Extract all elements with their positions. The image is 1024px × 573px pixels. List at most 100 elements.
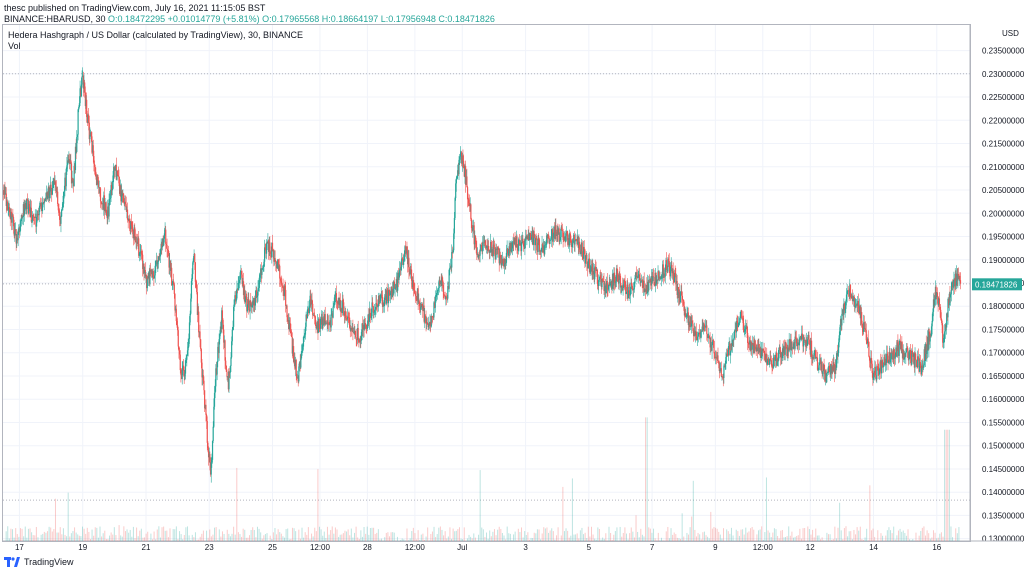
volume-bar bbox=[653, 528, 655, 541]
candle-body bbox=[130, 221, 133, 226]
y-tick-label: 0.14500000 bbox=[982, 465, 1024, 474]
volume-bar bbox=[576, 533, 578, 541]
candle-body bbox=[57, 191, 59, 205]
symbol-label: BINANCE:HBARUSD, 30 bbox=[4, 14, 106, 24]
candle-body bbox=[142, 263, 144, 270]
candle-body bbox=[66, 165, 68, 169]
volume-bar bbox=[519, 532, 521, 541]
candle-body bbox=[350, 327, 352, 331]
candle-body bbox=[514, 238, 516, 242]
volume-bar bbox=[45, 532, 47, 541]
candle-body bbox=[532, 231, 535, 245]
volume-bar bbox=[802, 528, 804, 541]
candle-body bbox=[789, 339, 792, 350]
volume-bar bbox=[503, 535, 505, 541]
candle-body bbox=[175, 308, 177, 311]
volume-bar bbox=[50, 527, 52, 541]
candle-body bbox=[26, 198, 28, 201]
candle-body bbox=[407, 250, 409, 265]
candle-body bbox=[808, 335, 810, 345]
candle-body bbox=[274, 258, 276, 262]
candle-body bbox=[827, 368, 829, 373]
candle-body bbox=[580, 242, 583, 252]
volume-bar bbox=[229, 536, 231, 541]
candle-body bbox=[696, 336, 699, 341]
volume-bar bbox=[528, 539, 530, 541]
volume-bar bbox=[567, 530, 569, 541]
volume-bar bbox=[681, 513, 683, 541]
x-tick-label: Jul bbox=[457, 543, 467, 552]
volume-bar bbox=[123, 526, 125, 541]
candle-body bbox=[327, 323, 330, 325]
candle-body bbox=[679, 294, 682, 303]
candle-body bbox=[166, 245, 168, 250]
candle-body bbox=[229, 371, 231, 373]
volume-bar bbox=[613, 534, 615, 541]
candle-body bbox=[606, 280, 608, 290]
volume-bar bbox=[422, 533, 424, 541]
candle-body bbox=[401, 258, 403, 260]
volume-bar bbox=[396, 536, 398, 541]
volume-bar bbox=[890, 530, 892, 541]
candle-body bbox=[283, 291, 285, 296]
candle-body bbox=[775, 352, 777, 361]
candle-body bbox=[264, 247, 266, 250]
volume-bar bbox=[917, 540, 919, 541]
candle-body bbox=[882, 365, 885, 368]
candle-body bbox=[154, 265, 156, 276]
candle-body bbox=[919, 361, 921, 367]
volume-bar bbox=[201, 533, 203, 541]
candle-body bbox=[392, 288, 394, 294]
candle-body bbox=[172, 281, 174, 284]
candle-body bbox=[192, 258, 195, 263]
candle-body bbox=[697, 334, 699, 337]
volume-bar bbox=[877, 530, 879, 541]
candle-body bbox=[644, 289, 646, 293]
candle-body bbox=[492, 249, 494, 257]
candle-body bbox=[520, 243, 522, 252]
candle-body bbox=[905, 348, 908, 353]
tradingview-footer[interactable]: TradingView bbox=[4, 557, 74, 567]
volume-bar bbox=[772, 532, 774, 541]
candle-body bbox=[589, 268, 591, 273]
candle-body bbox=[96, 175, 98, 186]
volume-bar bbox=[226, 529, 228, 541]
candle-body bbox=[94, 166, 96, 172]
candle-body bbox=[385, 290, 388, 304]
candle-body bbox=[502, 258, 504, 264]
candle-body bbox=[105, 209, 108, 216]
volume-bar bbox=[594, 538, 596, 541]
candle-body bbox=[662, 264, 664, 278]
candle-body bbox=[844, 308, 846, 311]
candle-body bbox=[899, 340, 901, 345]
candle-body bbox=[861, 323, 863, 328]
y-tick-label: 0.20500000 bbox=[982, 186, 1024, 195]
volume-bar bbox=[435, 536, 437, 541]
candle-body bbox=[424, 315, 426, 322]
candle-body bbox=[746, 325, 748, 333]
candle-body bbox=[370, 316, 372, 319]
candle-body bbox=[149, 269, 152, 272]
volume-bar bbox=[175, 526, 177, 541]
volume-bar bbox=[837, 527, 839, 541]
candle-body bbox=[756, 347, 759, 352]
candle-body bbox=[365, 324, 367, 329]
candle-body bbox=[376, 303, 378, 304]
candle-body bbox=[151, 270, 154, 278]
candle-body bbox=[84, 92, 86, 107]
volume-bar bbox=[885, 535, 887, 541]
volume-bar bbox=[662, 540, 664, 541]
volume-bar bbox=[427, 527, 429, 541]
volume-bar bbox=[69, 536, 71, 541]
candle-body bbox=[391, 288, 394, 297]
volume-bar bbox=[32, 535, 34, 541]
candle-body bbox=[37, 214, 39, 215]
candle-body bbox=[471, 228, 473, 231]
candle-body bbox=[75, 146, 77, 152]
candle-body bbox=[201, 362, 203, 378]
volume-bar bbox=[312, 536, 314, 541]
candle-body bbox=[35, 217, 37, 227]
candle-body bbox=[672, 268, 674, 277]
candle-body bbox=[760, 348, 762, 358]
